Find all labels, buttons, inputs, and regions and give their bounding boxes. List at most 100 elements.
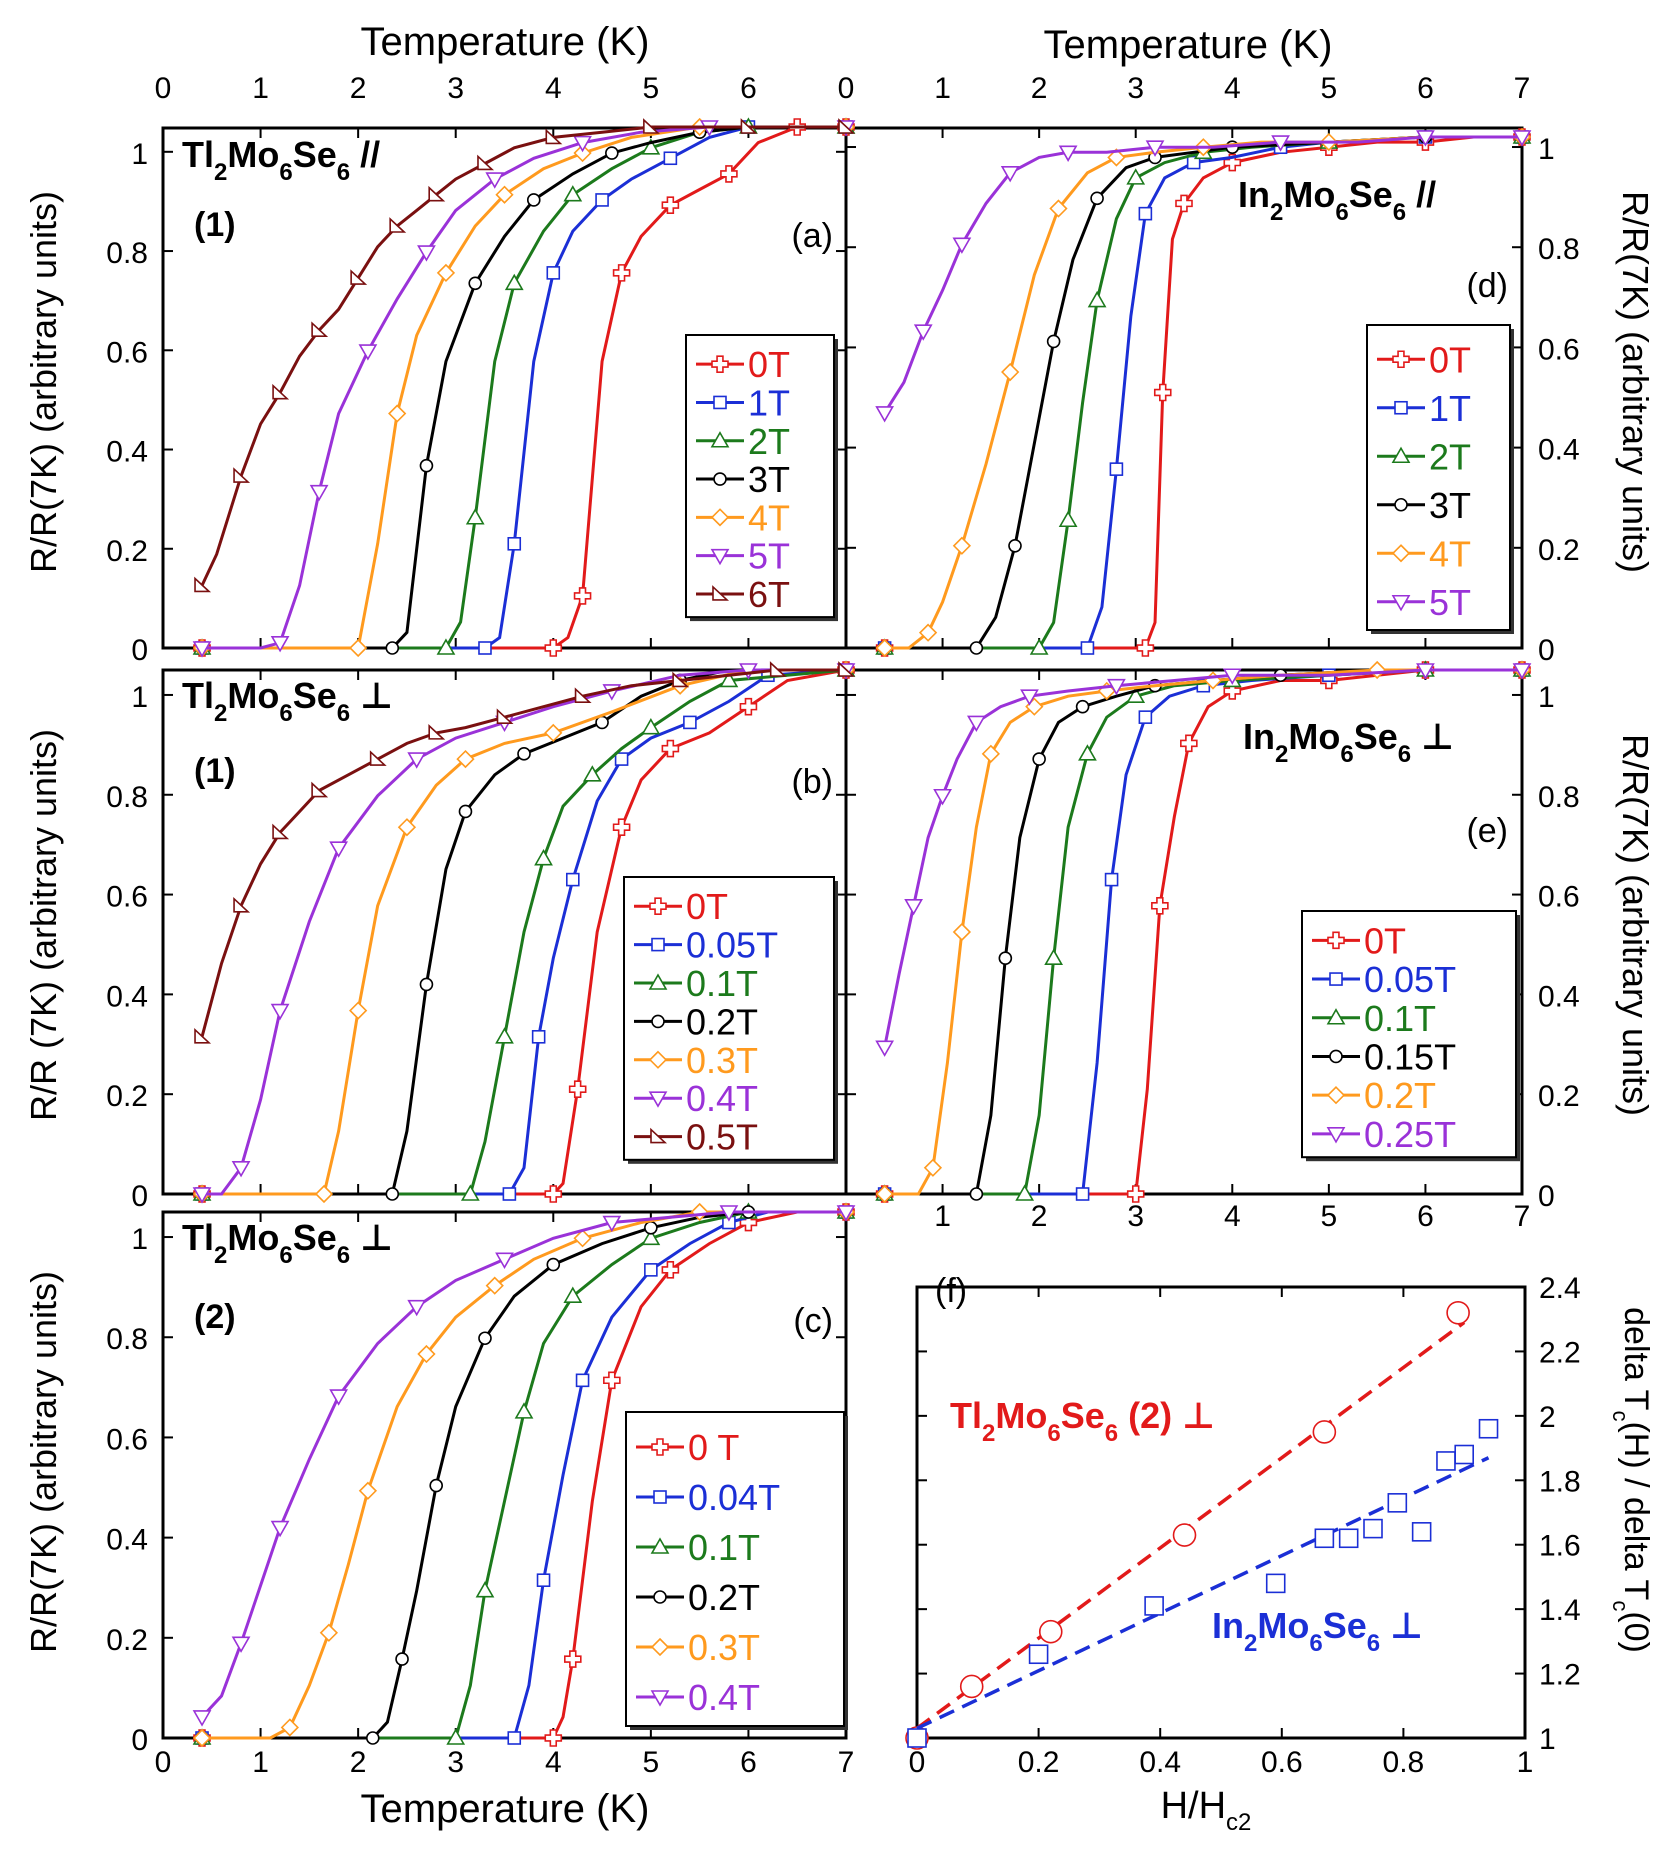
marker-triangle <box>1326 1008 1346 1025</box>
marker-tri-down <box>875 1040 895 1057</box>
marker-cross <box>573 587 592 605</box>
marker-diamond <box>349 638 368 658</box>
marker-circle <box>653 1590 667 1604</box>
formula-part: Se <box>1061 1395 1105 1436</box>
marker-cross <box>563 1650 582 1668</box>
panel-title-e: In2Mo6Se6 ⊥ <box>1243 716 1454 768</box>
formula-part: 6 <box>337 700 350 727</box>
series-0.4T <box>192 1205 856 1727</box>
panel-title-b: Tl2Mo6Se6 ⊥ <box>182 675 393 727</box>
marker-tri-down <box>602 1215 622 1233</box>
formula-part: Mo <box>227 675 279 716</box>
y-tick-label: 0.8 <box>106 781 148 814</box>
legend-label: 0.4T <box>688 1677 760 1718</box>
marker-diamond <box>192 1728 212 1748</box>
legend-label: 0.1T <box>1364 998 1436 1039</box>
x-tick-label: 3 <box>1127 1200 1144 1233</box>
marker-circle <box>1329 1049 1343 1064</box>
marker-circle <box>385 1187 400 1201</box>
y-tick-label: 0.4 <box>1538 434 1580 467</box>
series-0T <box>193 661 855 1203</box>
marker-tri-right <box>233 467 251 483</box>
marker-tri-right <box>311 321 329 337</box>
panel-sample-c: (2) <box>194 1298 236 1336</box>
marker-circle <box>969 1187 984 1201</box>
legend-label: 0.04T <box>688 1477 780 1518</box>
marker-square <box>1329 972 1343 986</box>
marker-triangle <box>641 138 661 155</box>
series-line <box>883 668 1522 1048</box>
legend-label: 0.05T <box>686 925 778 966</box>
x-tick-label: 6 <box>740 1746 757 1779</box>
marker-square-open <box>1363 1518 1383 1539</box>
marker-diamond <box>875 1184 894 1204</box>
marker-cross <box>1392 350 1410 369</box>
marker-tri-right <box>428 724 446 740</box>
marker-tri-down <box>231 1161 251 1178</box>
series-line <box>884 668 1522 1196</box>
y-tick-label: 0.6 <box>1538 881 1580 914</box>
marker-tri-down <box>1512 130 1532 147</box>
marker-square-open <box>1314 1528 1335 1549</box>
y-tick-label: 0.2 <box>106 1080 148 1113</box>
marker-square <box>713 395 727 410</box>
legend-label: 0.1T <box>688 1527 760 1568</box>
marker-tri-down <box>952 237 972 254</box>
legend-label: 3T <box>1429 485 1471 526</box>
series-0.2T <box>195 1205 853 1745</box>
x-tick-label: 2 <box>1031 72 1048 105</box>
marker-tri-down <box>1020 689 1039 706</box>
marker-square-open <box>1454 1444 1474 1465</box>
formula-part: // <box>350 134 380 175</box>
marker-diamond <box>280 1718 299 1737</box>
marker-circle <box>429 1478 444 1493</box>
panel-sample-b: (1) <box>194 752 236 790</box>
marker-tri-down <box>309 484 329 502</box>
y-tick-label: 1.4 <box>1539 1594 1581 1627</box>
panel-title-c: Tl2Mo6Se6 ⊥ <box>182 1217 393 1269</box>
marker-tri-down <box>231 1636 251 1653</box>
marker-tri-right <box>194 576 212 593</box>
formula-part: Se <box>293 675 337 716</box>
marker-tri-down <box>1512 663 1532 680</box>
y-tick-label: 1.6 <box>1539 1530 1581 1563</box>
formula-part: Tl <box>182 1217 214 1258</box>
x-tick-label: 1 <box>934 1200 951 1233</box>
legend-label: 0T <box>748 344 790 385</box>
panel-title-a: Tl2Mo6Se6 // <box>182 134 380 186</box>
x-tick-label: 0 <box>155 72 172 105</box>
marker-triangle <box>1058 510 1078 528</box>
marker-square-open <box>907 1728 927 1748</box>
x-tick-label: 5 <box>1321 1200 1338 1233</box>
marker-cross <box>711 355 729 373</box>
left-ylabel-a: R/R(7K) (arbitrary units) <box>23 191 64 573</box>
x-tick-label: 7 <box>1514 72 1531 105</box>
marker-square <box>531 1030 546 1044</box>
marker-square <box>663 151 678 166</box>
x-tick-label: 3 <box>447 72 464 105</box>
marker-tri-down <box>1271 135 1290 152</box>
y-tick-label: 0.6 <box>106 881 148 914</box>
x-tick-label: 0.6 <box>1261 1746 1303 1779</box>
legend-box <box>685 334 835 619</box>
marker-tri-down <box>875 406 895 423</box>
marker-circle <box>385 641 400 655</box>
marker-tri-down <box>407 1299 427 1317</box>
marker-square-open <box>1028 1644 1049 1665</box>
legend-label: 4T <box>1429 533 1471 574</box>
marker-triangle <box>563 1286 583 1303</box>
x-tick-label: 0.2 <box>1018 1746 1060 1779</box>
marker-square-open <box>1411 1522 1432 1542</box>
y-tick-label: 2.2 <box>1539 1336 1581 1369</box>
marker-triangle <box>504 273 524 291</box>
series-line <box>200 668 846 1038</box>
panel-frame-e <box>844 668 1524 1196</box>
panel-a <box>192 117 856 658</box>
x-tick-label: 4 <box>1224 1200 1241 1233</box>
marker-circle-open <box>1172 1523 1197 1547</box>
y-tick-label: 0.6 <box>1538 333 1580 366</box>
marker-triangle <box>495 1027 514 1044</box>
panel-label-d: (d) <box>1466 267 1508 305</box>
panel-sample-a: (1) <box>194 206 236 244</box>
